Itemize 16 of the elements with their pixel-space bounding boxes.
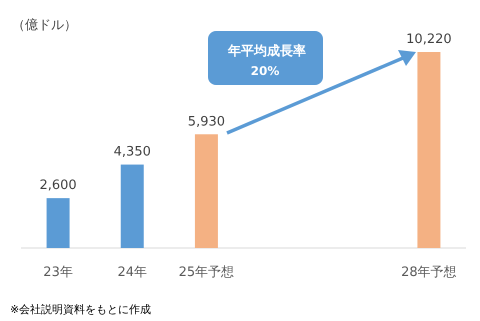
bar	[194, 134, 218, 248]
bar	[120, 164, 144, 248]
x-tick-label: 23年	[43, 265, 73, 280]
data-label: 10,220	[406, 32, 452, 47]
x-tick-label: 24年	[117, 265, 148, 280]
bar	[46, 198, 70, 248]
annotation: 年平均成長率	[227, 43, 306, 59]
y-axis-title: （億ドル）	[12, 18, 77, 33]
x-tick-label: 28年予想	[401, 265, 457, 280]
annotation: 20%	[250, 64, 280, 78]
data-label: 2,600	[39, 178, 77, 194]
x-tick-label: 25年予想	[178, 265, 234, 280]
data-label: 5,930	[188, 114, 226, 130]
data-label: 4,350	[114, 144, 151, 160]
text: ※会社説明資料をもとに作成	[10, 303, 152, 316]
bar	[417, 52, 440, 248]
